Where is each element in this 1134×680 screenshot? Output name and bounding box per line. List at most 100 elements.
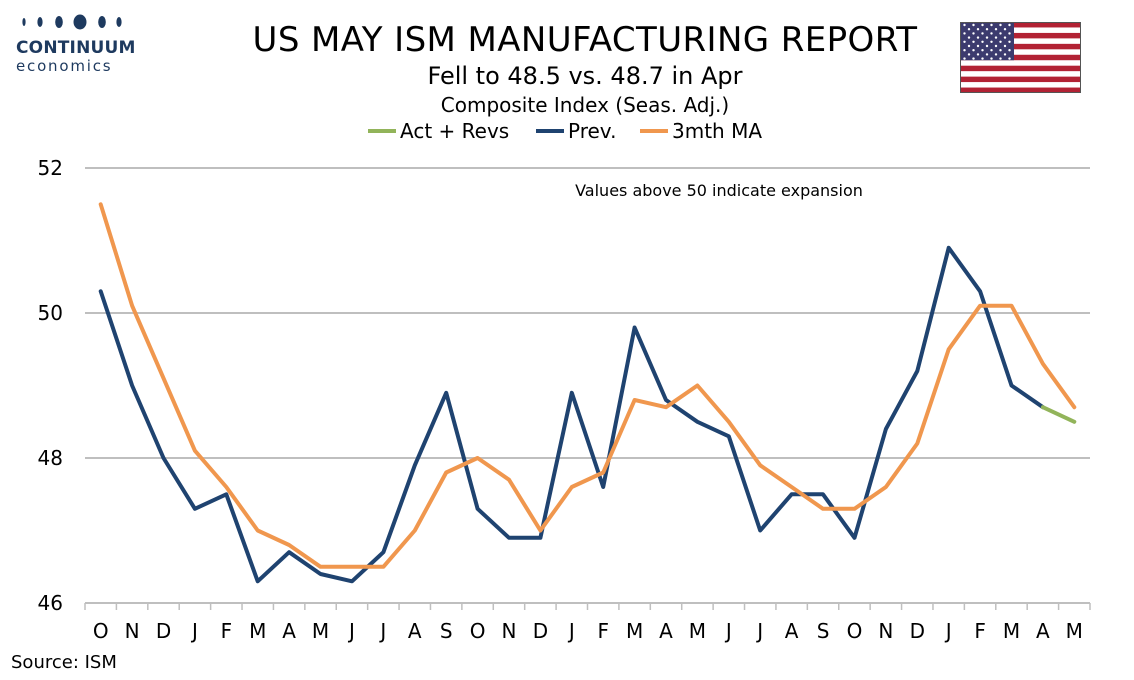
x-tick-label: J [190,619,198,643]
x-tick-label: F [221,619,233,643]
x-tick-label: N [502,619,517,643]
flag-star [976,44,980,48]
flag-star [994,53,998,56]
us-flag-icon [960,22,1081,93]
x-tick-label: M [249,619,266,643]
flag-star [963,40,966,43]
x-tick-label: S [817,619,830,643]
x-tick-label: O [847,619,863,643]
axes [84,602,1091,610]
legend-label-3mth-ma: 3mth MA [672,119,763,143]
flag-star [1003,36,1007,39]
chart-subtitle-2: Composite Index (Seas. Adj.) [440,93,730,117]
x-tick-label: A [659,619,673,643]
x-tick-label: N [878,619,893,643]
legend-swatch-prev [536,128,564,133]
flag-star [1008,23,1011,27]
flag-border [960,22,1081,93]
flag-star [981,23,984,27]
flag-star [1008,32,1011,35]
legend-item-prev: Prev. [536,119,616,143]
flag-star [990,57,993,60]
flag-star [976,36,980,39]
flag-star [981,32,984,35]
legend-item-act-revs: Act + Revs [368,119,509,143]
flag-star [963,57,966,60]
x-tick-label: M [1003,619,1020,643]
y-tick-label: 52 [38,156,63,180]
x-tick-label: N [125,619,140,643]
series-line-prev [98,245,1045,584]
x-tick-label: D [156,619,171,643]
x-tick-label: J [567,619,575,643]
flag-star [1008,57,1011,60]
flag-star [967,53,971,56]
flag-star [985,28,989,31]
flag-stripe [960,22,1081,28]
flag-star [1003,44,1007,48]
x-tick-label: O [93,619,109,643]
company-logo: CONTINUUM economics [12,14,137,76]
x-tick-label: F [974,619,986,643]
flag-star [972,23,975,27]
flag-star [981,40,984,43]
flag-star [985,36,989,39]
flag-star [1003,53,1007,56]
flag-star [972,40,975,43]
x-tick-label: A [408,619,422,643]
flag-star [999,40,1002,43]
flag-star [999,57,1002,60]
chart-title: US MAY ISM MANUFACTURING REPORT [252,20,918,60]
flag-star [985,53,989,56]
flag-star [999,49,1002,52]
x-tick-label: O [470,619,486,643]
x-tick-label: A [785,619,799,643]
x-tick-label: S [440,619,453,643]
flag-star [972,32,975,35]
flag-star [963,32,966,35]
flag-star [967,28,971,31]
flag-stripe [960,76,1081,83]
flag-star [1003,28,1007,31]
flag-stripe [960,54,1081,61]
flag-star [999,32,1002,35]
chart-annotation: Values above 50 indicate expansion [575,181,863,200]
x-tick-label: J [724,619,732,643]
flag-star [990,40,993,43]
flag-star [990,49,993,52]
legend-label-act-revs: Act + Revs [400,119,510,143]
gridlines [85,167,1090,459]
series-line-3mth-ma [98,202,1077,569]
flag-star [985,44,989,48]
x-tick-label: M [626,619,643,643]
x-tick-label: F [597,619,609,643]
legend-swatch-3mth-ma [640,128,668,133]
x-tick-label: D [533,619,548,643]
logo-tagline: economics [16,57,113,75]
logo-dots-icon [22,14,122,30]
flag-star [994,36,998,39]
flag-stripe [960,32,1081,39]
flag-stripe [960,65,1081,72]
x-tick-label: J [347,619,355,643]
flag-star [990,23,993,27]
flag-star [994,28,998,31]
x-tick-label: J [944,619,952,643]
x-tick-label: M [1066,619,1083,643]
flag-star [981,49,984,52]
x-tick-label: M [312,619,329,643]
flag-star [967,36,971,39]
x-tick-label: D [910,619,925,643]
x-tick-label: M [689,619,706,643]
flag-star [967,44,971,48]
x-tick-label: A [282,619,296,643]
x-tick-label: J [378,619,386,643]
flag-stripe [960,43,1081,50]
x-tick-label: J [755,619,763,643]
logo-name: CONTINUUM [16,38,136,58]
series-lines [98,202,1077,584]
flag-star [1008,40,1011,43]
flag-star [981,57,984,60]
x-tick-label: A [1036,619,1050,643]
